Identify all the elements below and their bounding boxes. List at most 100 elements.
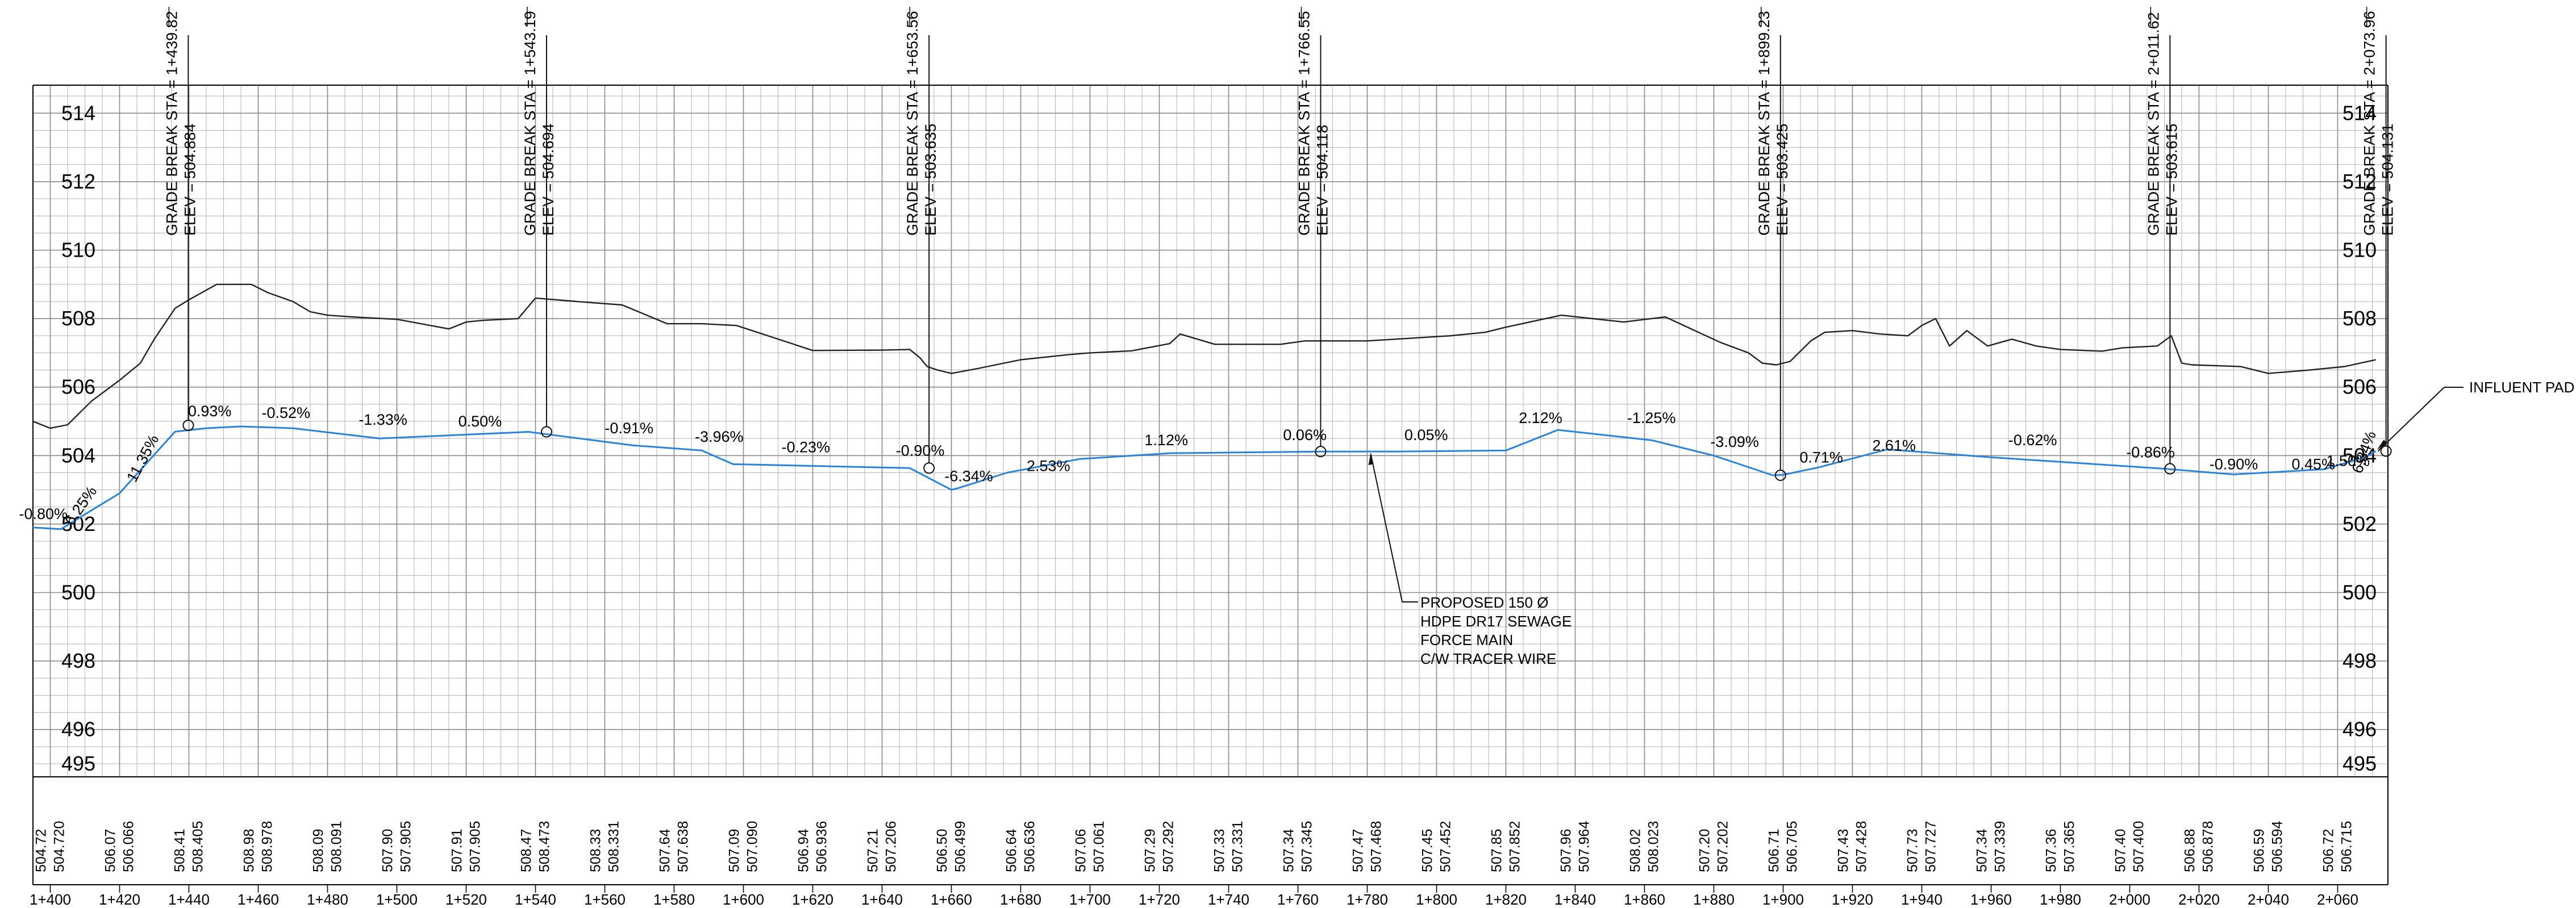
ground-elevation-value: 506.50 xyxy=(935,829,951,872)
ground-elevation-value: 507.40 xyxy=(2113,829,2129,872)
station-label: 1+820 xyxy=(1485,891,1527,908)
elevation-label-left: 510 xyxy=(61,238,95,262)
existing-ground-profile xyxy=(32,283,2376,429)
grade-label: -0.23% xyxy=(782,438,831,455)
grade-break-circle xyxy=(923,462,935,474)
table-column: 507.34 507.345 xyxy=(1281,821,1315,893)
table-column: 508.09 508.091 xyxy=(311,821,345,893)
influent-callout: INFLUENT PAD xyxy=(2377,379,2574,452)
grade-break-station: GRADE BREAK STA = 1+899.23 xyxy=(1756,11,1773,236)
pipe-elevation-value: 507.964 xyxy=(1577,821,1593,872)
table-column: 508.47 508.473 xyxy=(519,821,553,893)
grade-break-markers: GRADE BREAK STA = 1+439.82 ELEV = 504.884… xyxy=(163,7,2396,481)
elevation-label-left: 504 xyxy=(61,443,95,467)
ground-elevation-value: 507.85 xyxy=(1489,829,1505,872)
pipe-elevation-value: 507.727 xyxy=(1923,821,1939,872)
ground-elevation-value: 507.36 xyxy=(2044,829,2060,872)
pipe-elevation-value: 507.202 xyxy=(1715,821,1731,872)
pipe-elevation-value: 508.978 xyxy=(260,821,276,872)
station-label: 1+600 xyxy=(723,891,764,908)
grid-major xyxy=(33,85,2388,777)
callout-text: PROPOSED 150 Ø xyxy=(1420,594,1548,611)
pipe-elevation-value: 508.091 xyxy=(329,821,345,872)
station-label: 1+780 xyxy=(1347,891,1388,908)
station-label: 1+400 xyxy=(30,891,71,908)
grade-label: 1.50% xyxy=(2327,452,2370,469)
ground-elevation-value: 508.09 xyxy=(311,829,327,872)
table-column: 507.45 507.452 xyxy=(1420,821,1454,893)
grade-break: GRADE BREAK STA = 1+543.19 ELEV = 504.694 xyxy=(522,7,557,438)
pipe-elevation-value: 507.852 xyxy=(1507,821,1523,872)
pipe-elevation-value: 507.400 xyxy=(2131,821,2147,872)
station-label: 1+420 xyxy=(99,891,140,908)
grade-break-circle xyxy=(2380,445,2392,457)
ground-elevation-value: 507.96 xyxy=(1558,829,1574,872)
callout-arrow xyxy=(1368,453,1374,466)
grade-break-elevation: ELEV = 503.425 xyxy=(1774,124,1791,236)
elevation-label-left: 495 xyxy=(61,752,95,775)
table-column: 506.94 506.936 xyxy=(796,821,830,893)
grade-break-circle xyxy=(540,426,552,438)
influent-label: INFLUENT PAD xyxy=(2469,379,2574,396)
grade-label: -0.80% xyxy=(19,505,68,522)
elevation-label-left: 512 xyxy=(61,170,95,193)
ground-elevation-value: 507.90 xyxy=(380,829,396,872)
station-label: 1+440 xyxy=(168,891,210,908)
elevation-label-right: 506 xyxy=(2342,375,2377,399)
pipe-elevation-value: 506.705 xyxy=(1785,821,1800,872)
ground-elevation-value: 507.45 xyxy=(1420,829,1436,872)
elevation-label-right: 510 xyxy=(2342,238,2377,262)
ground-elevation-value: 506.07 xyxy=(103,829,119,872)
pipe-elevation-value: 507.345 xyxy=(1299,821,1315,872)
elevation-label-right: 514 xyxy=(2342,101,2377,124)
grade-break-station: GRADE BREAK STA = 2+011.62 xyxy=(2145,12,2162,236)
grade-label: 2.12% xyxy=(1519,409,1562,426)
grade-break: GRADE BREAK STA = 1+899.23 ELEV = 503.425 xyxy=(1756,7,1791,481)
pipe-elevation-value: 507.365 xyxy=(2062,821,2078,872)
elevation-label-left: 500 xyxy=(61,581,95,604)
grade-break: GRADE BREAK STA = 1+766.55 ELEV = 504.118 xyxy=(1295,7,1331,458)
ground-elevation-value: 506.72 xyxy=(2321,829,2337,872)
table-column: 507.06 507.061 xyxy=(1073,821,1107,893)
ground-elevation-value: 507.09 xyxy=(727,829,743,872)
pipe-elevation-value: 507.090 xyxy=(745,821,761,872)
ground-elevation-value: 507.29 xyxy=(1143,829,1158,872)
grade-label: -0.90% xyxy=(896,442,945,459)
grade-label: 0.71% xyxy=(1799,449,1843,466)
table-column: 507.20 507.202 xyxy=(1697,821,1731,893)
grade-label: 0.93% xyxy=(188,403,232,420)
ground-elevation-value: 504.72 xyxy=(34,829,49,872)
grade-label: -1.33% xyxy=(359,411,407,428)
elevation-axis-left: 514 512 510 508 506 504 502 500 498 496 495 xyxy=(61,101,95,775)
pipe-elevation-value: 504.720 xyxy=(52,821,68,872)
pipe-elevation-value: 507.468 xyxy=(1369,821,1385,872)
grade-label: 1.12% xyxy=(1144,432,1188,449)
station-label: 1+520 xyxy=(445,891,487,908)
pipe-elevation-value: 507.339 xyxy=(1993,821,2008,872)
grade-label: 0.50% xyxy=(458,413,502,430)
table-column: 507.09 507.090 xyxy=(727,821,761,893)
table-column: 507.29 507.292 xyxy=(1143,821,1177,893)
grade-break-station: GRADE BREAK STA = 2+073.96 xyxy=(2361,11,2378,236)
ground-elevation-value: 506.94 xyxy=(796,829,812,872)
grade-break: GRADE BREAK STA = 2+073.96 ELEV = 504.131 xyxy=(2361,7,2396,457)
ground-elevation-value: 507.43 xyxy=(1836,829,1852,872)
pipe-elevation-value: 507.638 xyxy=(676,821,691,872)
elevation-label-left: 506 xyxy=(61,375,95,399)
elevation-label-left: 508 xyxy=(61,307,95,330)
station-label: 2+040 xyxy=(2248,891,2289,908)
ground-elevation-value: 508.41 xyxy=(172,829,188,872)
station-label: 1+500 xyxy=(376,891,418,908)
grade-break-elevation: ELEV = 503.635 xyxy=(922,124,939,236)
ground-elevation-value: 506.88 xyxy=(2182,829,2198,872)
grade-label: -0.90% xyxy=(2210,455,2258,472)
station-axis: 1+400 1+420 1+440 1+460 1+480 1+500 1+520 1+540… xyxy=(30,891,2358,908)
table-column: 507.73 507.727 xyxy=(1905,821,1939,893)
pipe-elevation-value: 507.292 xyxy=(1161,821,1177,872)
ground-elevation-value: 507.21 xyxy=(865,829,881,872)
station-label: 1+460 xyxy=(237,891,279,908)
table-column: 506.07 506.066 xyxy=(103,821,137,893)
station-label: 1+800 xyxy=(1416,891,1457,908)
